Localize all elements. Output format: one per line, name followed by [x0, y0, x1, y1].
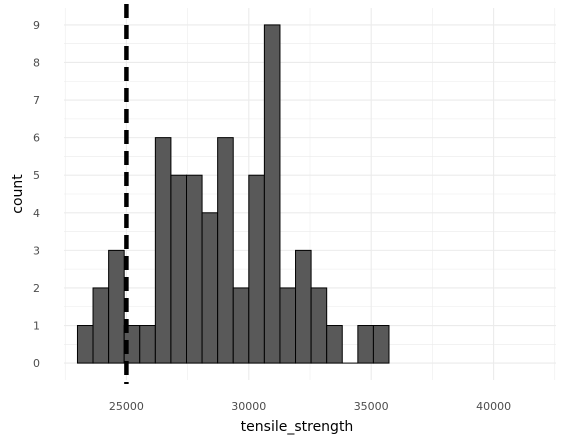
histogram-bar — [154, 137, 172, 364]
histogram-bar — [295, 249, 312, 364]
histogram-bars — [76, 24, 390, 364]
histogram-bar — [139, 325, 156, 364]
y-tick-label: 5 — [33, 169, 40, 182]
histogram-bar — [310, 287, 328, 364]
histogram-bar — [263, 24, 281, 364]
histogram-bar — [201, 212, 219, 364]
y-tick-label: 9 — [33, 19, 40, 32]
y-tick-label: 8 — [33, 56, 40, 69]
histogram-bar — [186, 174, 203, 364]
x-tick-label: 35000 — [354, 400, 389, 413]
y-tick-label: 3 — [33, 244, 40, 257]
y-tick-labels: 0 1 2 3 4 5 6 7 8 9 — [33, 19, 40, 370]
y-tick-label: 7 — [33, 94, 40, 107]
y-tick-label: 1 — [33, 320, 40, 333]
x-tick-label: 40000 — [476, 400, 511, 413]
histogram-bar — [170, 174, 188, 364]
histogram-bar — [217, 137, 234, 364]
histogram-bar — [232, 287, 250, 364]
histogram-bar — [357, 325, 374, 364]
histogram-bar — [279, 287, 297, 364]
x-tick-labels: 25000 30000 35000 40000 — [109, 400, 511, 413]
histogram-bar — [372, 325, 390, 364]
histogram-bar — [248, 174, 265, 364]
y-tick-label: 6 — [33, 132, 40, 145]
y-tick-label: 4 — [33, 207, 40, 220]
minor-gridlines — [64, 8, 556, 380]
x-axis-title: tensile_strength — [241, 419, 354, 435]
x-tick-label: 30000 — [231, 400, 266, 413]
y-tick-label: 2 — [33, 282, 40, 295]
y-axis-title: count — [10, 174, 26, 214]
histogram-bar — [76, 325, 94, 364]
x-tick-label: 25000 — [109, 400, 144, 413]
y-tick-label: 0 — [33, 357, 40, 370]
histogram-bar — [326, 325, 343, 364]
histogram-bar — [108, 249, 125, 364]
histogram-bar — [92, 287, 110, 364]
